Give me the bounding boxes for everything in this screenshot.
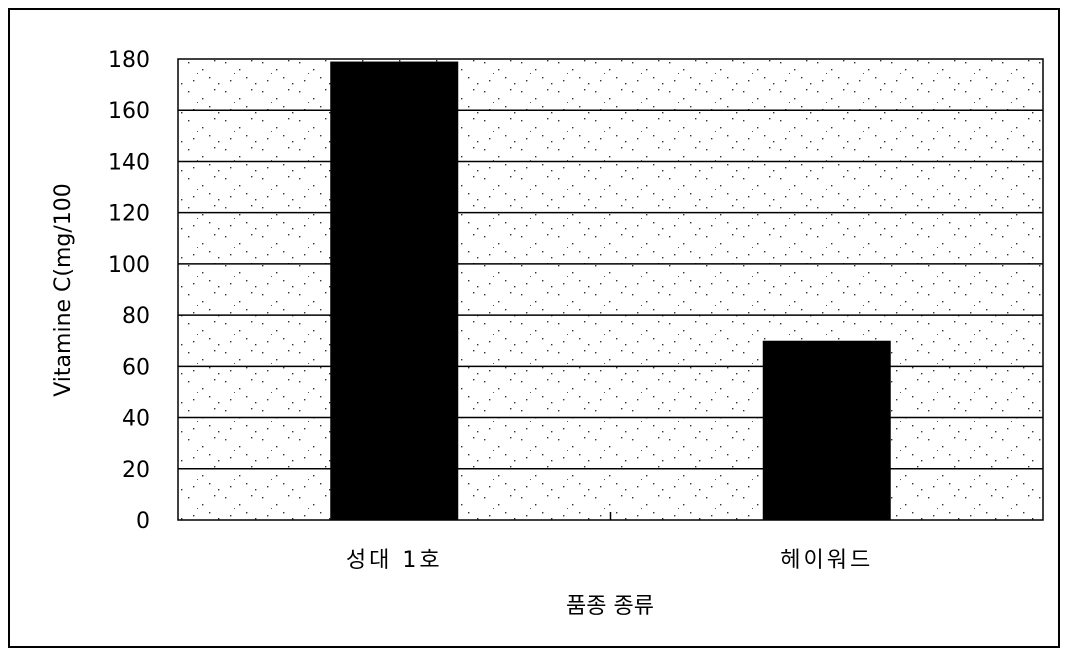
y-tick-label: 100 <box>108 253 150 278</box>
gridlines <box>178 109 1043 470</box>
x-category-label: 헤이워드 <box>780 548 873 573</box>
y-tick-label: 40 <box>122 407 150 432</box>
y-tick-label: 180 <box>108 48 150 73</box>
y-tick-label: 20 <box>122 458 150 483</box>
bar <box>762 340 891 520</box>
chart-frame <box>8 8 1060 648</box>
plot-area <box>177 58 1044 521</box>
y-tick-label: 140 <box>108 150 150 175</box>
y-tick-label: 120 <box>108 202 150 227</box>
y-tick-label: 0 <box>136 509 150 534</box>
y-axis-title: Vitamine C(mg/100 <box>51 183 76 397</box>
y-tick-label: 60 <box>122 355 150 380</box>
bars <box>330 61 891 521</box>
y-axis-ticks: 0 20 40 60 80 100 120 140 160 180 <box>108 48 150 534</box>
x-category-label: 성대 1호 <box>346 548 443 573</box>
y-tick-label: 80 <box>122 304 150 329</box>
x-axis-ticks: 성대 1호 헤이워드 <box>346 512 873 573</box>
x-axis-title: 품종 종류 <box>566 594 654 619</box>
y-tick-label: 160 <box>108 99 150 124</box>
bar <box>330 61 459 521</box>
